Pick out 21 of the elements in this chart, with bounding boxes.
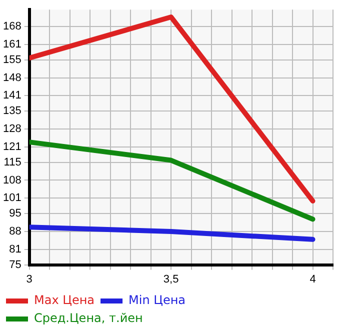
y-tick-label: 75 <box>9 258 22 271</box>
y-tick-label: 148 <box>2 72 22 84</box>
y-tick-label: 121 <box>2 140 22 153</box>
y-tick-label: 95 <box>9 208 22 220</box>
y-tick-label: 135 <box>2 105 22 118</box>
x-tick-label: 3 <box>26 273 32 286</box>
y-tick-label: 141 <box>2 90 22 102</box>
y-tick-label: 155 <box>2 54 22 66</box>
y-tick-label: 161 <box>2 38 22 50</box>
x-tick-label: 3,5 <box>163 273 179 286</box>
legend-label: Min Цена <box>128 293 186 308</box>
y-tick-label: 81 <box>9 243 22 256</box>
y-tick-label: 168 <box>2 20 22 33</box>
y-tick-label: 101 <box>2 192 22 204</box>
legend-label: Сред.Цена, т.йен <box>34 311 143 326</box>
y-tick-label: 128 <box>2 123 22 136</box>
y-tick-label: 108 <box>2 174 22 186</box>
legend-label: Max Цена <box>34 293 95 308</box>
x-tick-label: 4 <box>310 273 316 286</box>
y-tick-label: 88 <box>9 226 22 238</box>
y-tick-label: 115 <box>4 156 22 168</box>
